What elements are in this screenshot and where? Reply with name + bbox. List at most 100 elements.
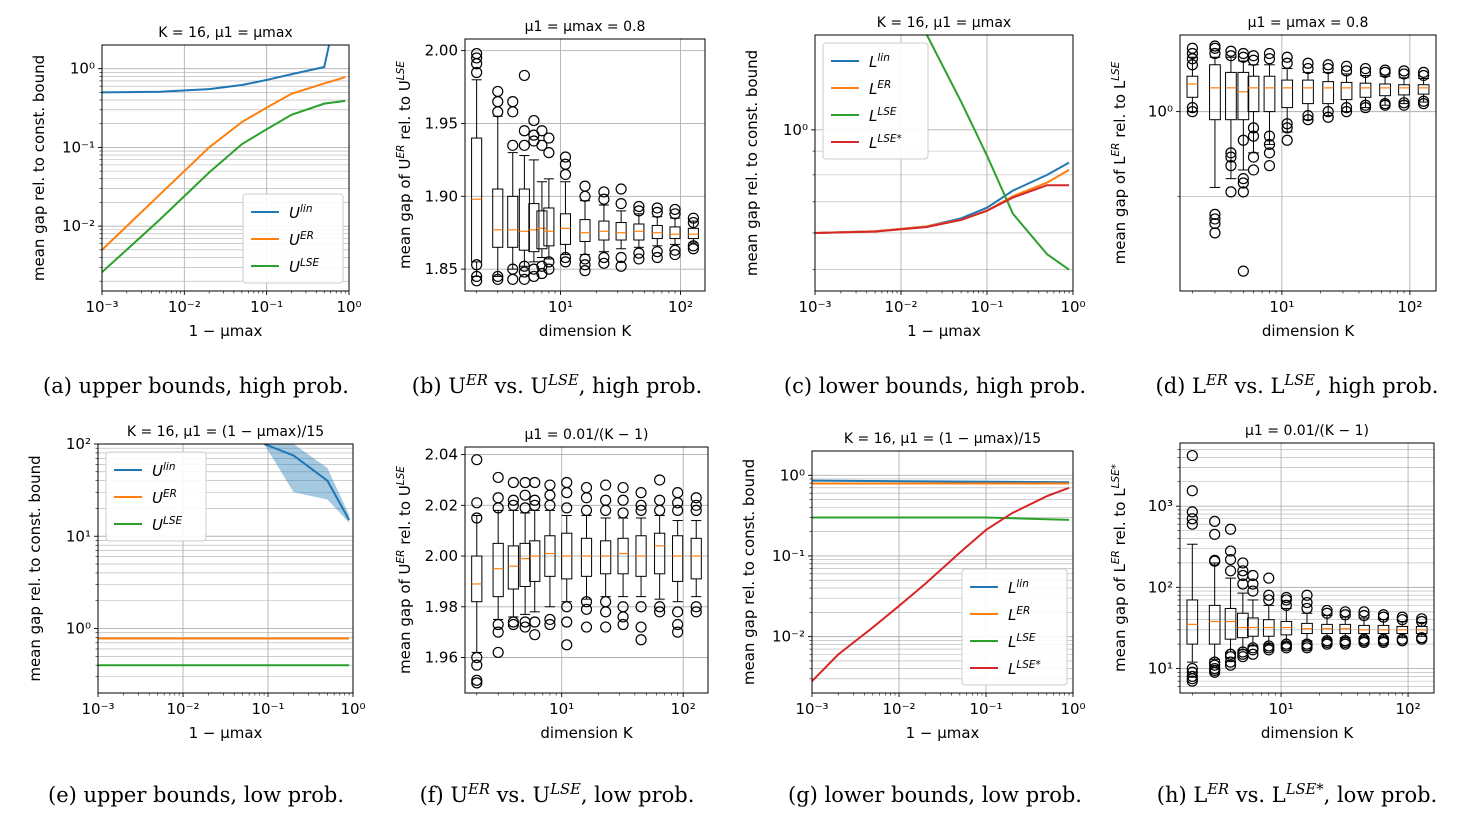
outlier-point xyxy=(543,147,555,159)
legend-label: LLSE xyxy=(1008,632,1036,651)
outlier-point xyxy=(492,626,504,638)
outlier-point xyxy=(600,606,612,618)
plot-area xyxy=(815,35,1070,271)
box-K5 xyxy=(519,476,531,633)
outlier-point xyxy=(687,240,699,252)
box-iqr xyxy=(507,545,519,590)
y-tick-label: 2.00 xyxy=(425,547,458,565)
outlier-point xyxy=(1225,147,1237,159)
outlier-point xyxy=(1416,613,1428,625)
outlier-point xyxy=(507,139,519,151)
outlier-point xyxy=(1321,635,1333,647)
box-iqr xyxy=(1186,599,1199,645)
chart-f: 1.96 1.98 2.00 2.02 2.04 10¹ 10² μ1 = 0.01/(K −… xyxy=(395,427,709,742)
outlier-point xyxy=(669,203,681,216)
outlier-point xyxy=(1247,122,1260,134)
outlier-point xyxy=(1209,40,1221,52)
legend: Ulin UER ULSE xyxy=(105,451,207,542)
outlier-point xyxy=(1379,98,1391,110)
outlier-point xyxy=(687,243,699,255)
outlier-point xyxy=(471,677,483,689)
outlier-point xyxy=(1209,213,1221,225)
outlier-point xyxy=(1247,50,1260,62)
outlier-point xyxy=(690,504,702,517)
x-tick-label: 10⁰ xyxy=(1060,700,1085,718)
axes-frame xyxy=(101,44,350,292)
y-tick-label: 10¹ xyxy=(1148,660,1173,678)
chart-c: 10⁰ 10⁻³ 10⁻² 10⁻¹ 10⁰ K = 16, μ1 = μmax 1 − μ… xyxy=(743,15,1086,340)
box-K128 xyxy=(690,492,702,618)
chart-title: K = 16, μ1 = μmax xyxy=(877,15,1011,31)
box-K5 xyxy=(1237,557,1249,663)
series-line-llin xyxy=(812,479,1070,484)
outlier-point xyxy=(507,476,519,489)
outlier-point xyxy=(1186,42,1199,54)
outlier-point xyxy=(1358,633,1370,645)
outlier-point xyxy=(1280,599,1292,611)
y-tick-label: 1.85 xyxy=(425,260,458,278)
x-axis-label: dimension K xyxy=(1262,322,1355,340)
outlier-point xyxy=(1302,114,1314,126)
box-iqr xyxy=(529,540,541,582)
outlier-point xyxy=(1224,656,1237,668)
outlier-point xyxy=(529,499,541,511)
axes-frame xyxy=(811,450,1074,694)
box-K3 xyxy=(1209,40,1221,239)
outlier-point xyxy=(600,504,612,517)
legend-label: ULSE xyxy=(289,257,319,276)
outlier-point xyxy=(1322,111,1334,123)
box-K6 xyxy=(1247,50,1260,176)
outlier-point xyxy=(559,158,572,170)
outlier-point xyxy=(635,504,647,517)
outlier-point xyxy=(1417,66,1430,78)
axes-frame xyxy=(1179,34,1437,292)
box-K4 xyxy=(1225,45,1237,198)
box-iqr xyxy=(1225,71,1237,121)
x-tick-label: 10⁻² xyxy=(168,298,201,316)
outlier-point xyxy=(1322,106,1334,118)
box-K64 xyxy=(654,474,666,618)
y-axis-label: mean gap of LER rel. to LLSE* xyxy=(1110,464,1129,672)
grid-lines xyxy=(465,447,708,693)
outlier-point xyxy=(471,497,483,509)
outlier-point xyxy=(1186,102,1199,114)
outlier-point xyxy=(1301,596,1313,609)
y-tick-label: 1.90 xyxy=(425,187,458,205)
outlier-point xyxy=(1417,95,1430,107)
outlier-point xyxy=(1398,97,1410,109)
legend-label: Llin xyxy=(869,52,890,71)
outlier-point xyxy=(1321,604,1333,617)
x-tick-label: 10² xyxy=(668,298,693,316)
box-K2 xyxy=(1186,42,1199,118)
outlier-point xyxy=(471,66,483,79)
box-iqr xyxy=(1237,71,1250,121)
outlier-point xyxy=(633,253,645,265)
outlier-point xyxy=(1209,659,1221,671)
legend-label: LLSE* xyxy=(869,133,902,152)
outlier-point xyxy=(617,618,629,631)
axes-frame xyxy=(464,446,709,694)
outlier-point xyxy=(544,489,556,501)
outlier-point xyxy=(471,270,483,283)
outlier-point xyxy=(579,180,591,192)
axes-frame xyxy=(97,443,354,694)
outlier-point xyxy=(1237,565,1249,577)
axes-frame xyxy=(814,34,1074,292)
y-tick-label: 10⁰ xyxy=(783,121,808,139)
outlier-point xyxy=(1340,102,1353,114)
outlier-point xyxy=(492,106,504,118)
outlier-point xyxy=(669,244,681,256)
outlier-point xyxy=(580,504,593,517)
legend: Ulin UER ULSE xyxy=(242,193,344,284)
box-K64 xyxy=(651,202,663,264)
outlier-point xyxy=(1237,265,1249,277)
outlier-point xyxy=(672,487,684,499)
outlier-point xyxy=(519,476,531,489)
outlier-point xyxy=(1396,633,1408,645)
outlier-point xyxy=(543,263,555,275)
outlier-point xyxy=(528,114,540,127)
outlier-point xyxy=(1377,633,1390,645)
outlier-point xyxy=(1263,147,1276,159)
chart-title: K = 16, μ1 = (1 − μmax)/15 xyxy=(844,431,1041,447)
plot-area xyxy=(812,479,1070,682)
